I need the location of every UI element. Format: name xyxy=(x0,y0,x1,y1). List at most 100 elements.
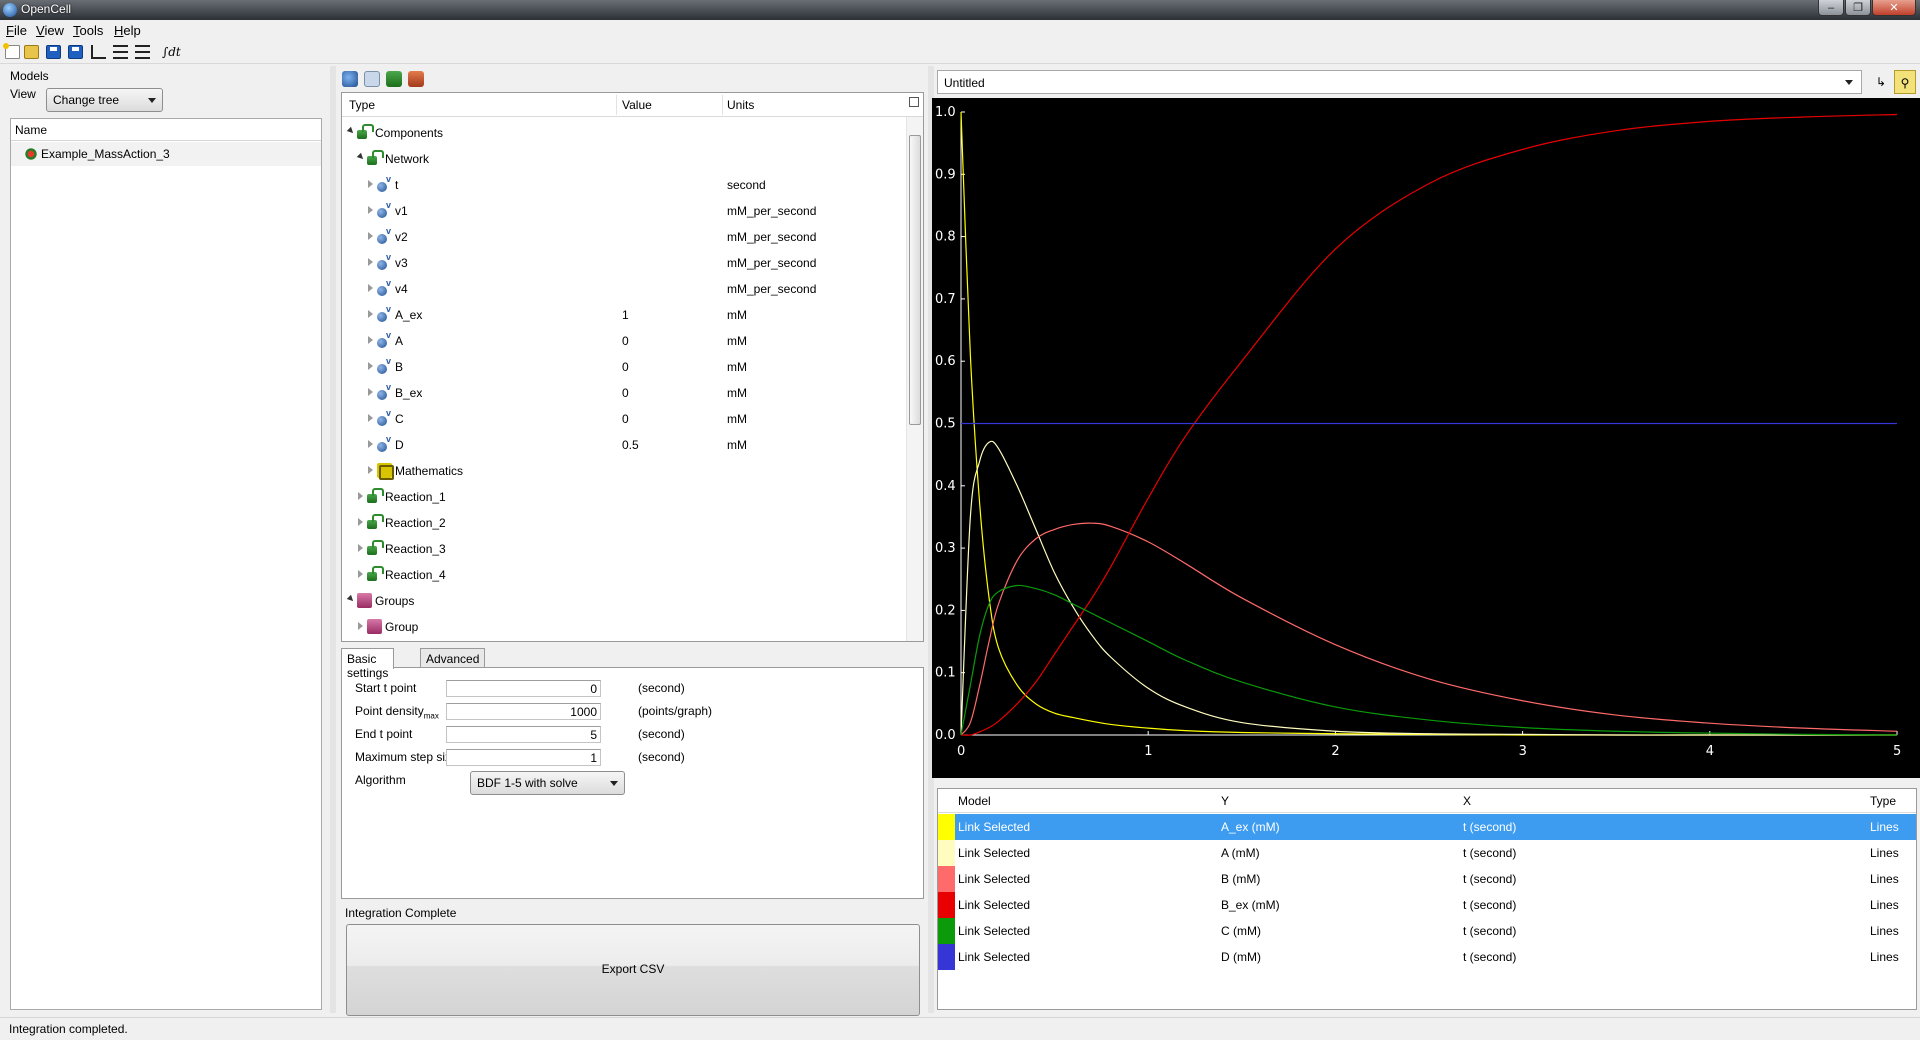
column-x[interactable]: X xyxy=(1463,794,1472,808)
model-item[interactable]: Example_MassAction_3 xyxy=(11,142,321,166)
tree-row-v4[interactable]: v4 mM_per_second xyxy=(342,278,902,300)
tab-advanced-settings[interactable]: Advanced settings xyxy=(420,648,486,680)
expand-right-icon[interactable] xyxy=(368,388,373,396)
expand-right-icon[interactable] xyxy=(368,310,373,318)
tree-row-reaction-2[interactable]: Reaction_2 xyxy=(342,512,902,534)
zoom-tool-icon[interactable]: ⚲ xyxy=(1894,70,1916,94)
column-type[interactable]: Type xyxy=(1870,794,1897,808)
trace-color-swatch[interactable] xyxy=(938,814,955,840)
tree-row-network[interactable]: Network xyxy=(342,148,902,170)
trace-row[interactable]: Link Selected A_ex (mM) t (second) Lines xyxy=(938,814,1916,840)
integration-status: Integration Complete xyxy=(345,906,457,920)
expand-down-icon[interactable] xyxy=(356,152,366,162)
expand-right-icon[interactable] xyxy=(358,544,363,552)
algorithm-select[interactable]: BDF 1-5 with solve xyxy=(470,771,625,795)
expand-down-icon[interactable] xyxy=(346,594,356,604)
tree-row-v2[interactable]: v2 mM_per_second xyxy=(342,226,902,248)
expand-right-icon[interactable] xyxy=(358,518,363,526)
hierarchy-view-icon[interactable] xyxy=(386,71,402,87)
tree-row-reaction-1[interactable]: Reaction_1 xyxy=(342,486,902,508)
save-icon[interactable] xyxy=(46,45,61,59)
tree-row-v1[interactable]: v1 mM_per_second xyxy=(342,200,902,222)
expand-right-icon[interactable] xyxy=(368,232,373,240)
expand-right-icon[interactable] xyxy=(368,206,373,214)
tree-row-reaction-3[interactable]: Reaction_3 xyxy=(342,538,902,560)
column-menu-icon[interactable] xyxy=(909,97,919,107)
trace-row[interactable]: Link Selected C (mM) t (second) Lines xyxy=(938,918,1916,944)
expand-right-icon[interactable] xyxy=(358,570,363,578)
expand-right-icon[interactable] xyxy=(358,492,363,500)
export-csv-button[interactable]: Export CSV xyxy=(346,924,920,1016)
point-density-input[interactable]: 1000 xyxy=(446,703,601,720)
trace-row[interactable]: Link Selected B_ex (mM) t (second) Lines xyxy=(938,892,1916,918)
expand-right-icon[interactable] xyxy=(368,414,373,422)
expand-right-icon[interactable] xyxy=(368,258,373,266)
tree-row-components[interactable]: Components xyxy=(342,122,902,144)
menu-view[interactable]: View xyxy=(36,23,64,38)
column-model[interactable]: Model xyxy=(958,794,991,808)
expand-right-icon[interactable] xyxy=(368,466,373,474)
variables-scrollbar[interactable] xyxy=(906,117,923,641)
trace-color-swatch[interactable] xyxy=(938,866,955,892)
tree-row-mathematics[interactable]: Mathematics xyxy=(342,460,902,482)
column-units[interactable]: Units xyxy=(727,98,755,112)
trace-row[interactable]: Link Selected D (mM) t (second) Lines xyxy=(938,944,1916,970)
expand-down-icon[interactable] xyxy=(346,126,356,136)
trace-color-swatch[interactable] xyxy=(938,918,955,944)
open-folder-icon[interactable] xyxy=(24,45,39,59)
menu-help[interactable]: Help xyxy=(114,23,141,38)
view-select[interactable]: Change tree xyxy=(46,88,163,112)
max-step-input[interactable]: 1 xyxy=(446,749,601,766)
left-splitter[interactable] xyxy=(330,66,336,1013)
new-file-icon[interactable] xyxy=(3,43,20,59)
expand-right-icon[interactable] xyxy=(368,440,373,448)
connections-view-icon[interactable] xyxy=(408,71,424,87)
tree-row-a-ex[interactable]: A_ex 1 mM xyxy=(342,304,902,326)
trace-row[interactable]: Link Selected B (mM) t (second) Lines xyxy=(938,866,1916,892)
column-value[interactable]: Value xyxy=(622,98,652,112)
axis-icon[interactable] xyxy=(91,45,106,59)
menu-tools[interactable]: Tools xyxy=(73,23,104,38)
tree-row-d[interactable]: D 0.5 mM xyxy=(342,434,902,456)
trace-color-swatch[interactable] xyxy=(938,944,955,970)
tree-row-c[interactable]: C 0 mM xyxy=(342,408,902,430)
right-splitter[interactable] xyxy=(928,66,934,1013)
trace-color-swatch[interactable] xyxy=(938,892,955,918)
models-tree-header[interactable]: Name xyxy=(11,119,321,141)
expand-right-icon[interactable] xyxy=(368,284,373,292)
integrate-button[interactable]: ∫dt xyxy=(162,45,181,59)
column-type[interactable]: Type xyxy=(349,98,376,112)
trace-x: t (second) xyxy=(1463,924,1517,938)
tree-row-a[interactable]: A 0 mM xyxy=(342,330,902,352)
expand-right-icon[interactable] xyxy=(368,362,373,370)
grid-icon[interactable] xyxy=(135,45,150,59)
components-view-icon[interactable] xyxy=(364,71,380,87)
column-y[interactable]: Y xyxy=(1221,794,1230,808)
expand-right-icon[interactable] xyxy=(358,622,363,630)
tree-row-group[interactable]: Group xyxy=(342,616,902,638)
save-all-icon[interactable] xyxy=(68,45,83,59)
end-t-input[interactable]: 5 xyxy=(446,726,601,743)
scrollbar-thumb[interactable] xyxy=(909,135,921,425)
menu-file[interactable]: File xyxy=(6,23,27,38)
tree-row-b-ex[interactable]: B_ex 0 mM xyxy=(342,382,902,404)
axis-options-button[interactable]: ↳ xyxy=(1875,75,1887,89)
tree-row-reaction-4[interactable]: Reaction_4 xyxy=(342,564,902,586)
range-icon[interactable] xyxy=(113,45,128,59)
expand-right-icon[interactable] xyxy=(368,180,373,188)
trace-color-swatch[interactable] xyxy=(938,840,955,866)
close-button[interactable]: ✕ xyxy=(1872,0,1916,16)
tree-row-b[interactable]: B 0 mM xyxy=(342,356,902,378)
maximize-button[interactable]: ❐ xyxy=(1845,0,1871,16)
tree-row-v3[interactable]: v3 mM_per_second xyxy=(342,252,902,274)
tree-row-t[interactable]: t second xyxy=(342,174,902,196)
trace-row[interactable]: Link Selected A (mM) t (second) Lines xyxy=(938,840,1916,866)
plot-area[interactable]: 0.0 0.1 0.2 0.3 0.4 0.5 0.6 0.7 0.8 0.9 1.0 0 1 2 3 4 5 xyxy=(932,98,1920,778)
expand-right-icon[interactable] xyxy=(368,336,373,344)
minimize-button[interactable]: – xyxy=(1818,0,1844,16)
variables-view-icon[interactable] xyxy=(342,71,358,87)
start-t-input[interactable]: 0 xyxy=(446,680,601,697)
tree-row-groups[interactable]: Groups xyxy=(342,590,902,612)
tab-basic-settings[interactable]: Basic settings xyxy=(341,648,395,680)
plot-select[interactable]: Untitled xyxy=(937,70,1862,94)
